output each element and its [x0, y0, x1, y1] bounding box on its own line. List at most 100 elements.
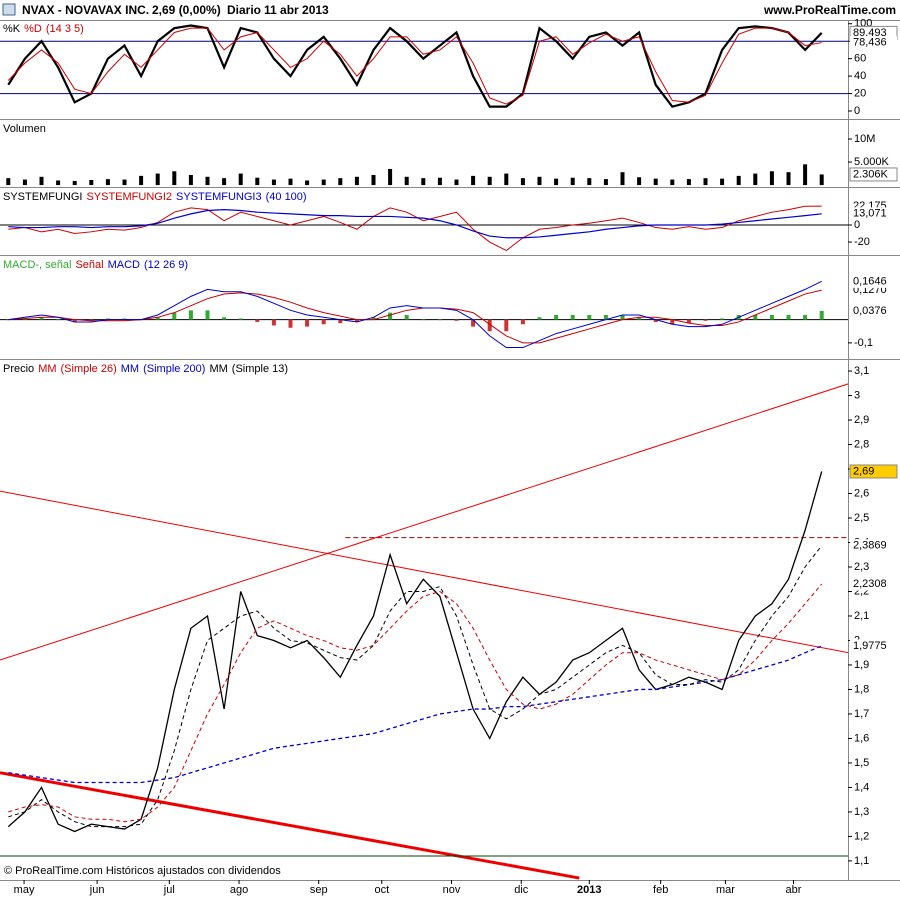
bar [471, 319, 476, 327]
logo-icon [2, 3, 16, 16]
y-tick-label: 1,1 [854, 855, 869, 867]
series-line [7, 27, 822, 105]
series-line [7, 471, 823, 833]
bar [56, 180, 61, 186]
bar [620, 314, 625, 320]
bar [753, 314, 758, 320]
trend-line [0, 383, 848, 661]
legend: MACD-, señal Señal MACD (12 26 9) [3, 259, 188, 271]
value-label: 1,9775 [853, 640, 887, 652]
series-line [8, 209, 822, 239]
bar [321, 179, 326, 186]
bar [388, 168, 393, 186]
bar [188, 174, 193, 186]
header-date: 11 abr 2013 [264, 3, 329, 17]
bar [72, 319, 77, 322]
bar [404, 314, 409, 320]
y-tick-label: 0 [854, 219, 860, 231]
bar [786, 172, 791, 186]
bar [753, 173, 758, 186]
bar [238, 318, 243, 320]
x-tick-label: dic [514, 884, 529, 896]
plot-area [0, 24, 848, 108]
header-quote: 2,69 (0,00%) [152, 3, 221, 17]
bar [222, 317, 227, 320]
bar [188, 310, 193, 320]
legend-entry: MM [38, 363, 56, 375]
legend-entry: %D [24, 23, 42, 35]
bar [105, 318, 110, 320]
legend-entry: %K [3, 23, 21, 35]
y-tick-label: 3,1 [854, 365, 869, 377]
x-tick-label: mar [716, 884, 735, 896]
legend-entry: Señal [75, 259, 103, 271]
bar [603, 314, 608, 320]
bar [803, 164, 808, 186]
header-title: NVAX - NOVAVAX INC. [22, 3, 149, 17]
bar [338, 319, 343, 324]
y-tick-label: 1,2 [854, 830, 869, 842]
bar [354, 176, 359, 186]
bar [89, 319, 94, 321]
series-line [8, 205, 822, 252]
legend-entry: (40 100) [266, 191, 307, 203]
value-box [850, 639, 897, 653]
bar [338, 178, 343, 186]
y-tick-label: -20 [854, 236, 870, 248]
bar [271, 319, 276, 326]
x-tick-label: abr [786, 884, 802, 896]
x-tick-label: 2013 [577, 884, 601, 896]
bar [504, 173, 509, 186]
bar [537, 317, 542, 320]
value-box [849, 464, 898, 479]
bar [819, 310, 824, 320]
y-tick-label: -0,1 [854, 337, 873, 349]
bar [720, 318, 725, 320]
value-box [850, 207, 897, 221]
bar [305, 180, 310, 186]
bar [388, 312, 393, 320]
bar [554, 178, 559, 186]
legend-entry: Precio [3, 363, 34, 375]
y-tick-label: 1,5 [854, 757, 869, 769]
bar [769, 171, 774, 186]
header-period: Diario [227, 3, 261, 17]
bar [570, 177, 575, 186]
value-box [850, 274, 897, 288]
bar [471, 175, 476, 186]
bar [421, 319, 426, 321]
x-tick-label: may [14, 884, 35, 896]
bar [404, 176, 409, 186]
legend-entry: (Simple 13) [232, 363, 288, 375]
y-tick-label: 5.000K [854, 156, 890, 168]
series-line [8, 545, 823, 828]
y-tick-label: 2,9 [854, 414, 869, 426]
trend-line [0, 771, 580, 880]
legend-entry: (12 26 9) [144, 259, 188, 271]
bar [603, 179, 608, 186]
y-tick-label: 1,8 [854, 683, 869, 695]
y-tick-label: 20 [854, 87, 866, 99]
bar [22, 179, 27, 186]
plot-area [0, 205, 848, 252]
bar [288, 319, 293, 328]
bar [255, 177, 260, 186]
bar [769, 314, 774, 320]
legend-entry: MACD [108, 259, 140, 271]
bar [720, 178, 725, 186]
bar [570, 314, 575, 320]
value-label: 0,0376 [853, 305, 887, 317]
bar [255, 319, 260, 322]
bar [637, 317, 642, 320]
bar [520, 178, 525, 186]
legend-entry: SYSTEMFUNGI [3, 191, 82, 203]
bar [703, 178, 708, 186]
bar [39, 176, 44, 186]
legend-entry: MACD-, señal [3, 259, 71, 271]
y-tick-label: 0 [854, 105, 860, 117]
legend-entry: (Simple 200) [143, 363, 205, 375]
legend-entry: MM [209, 363, 227, 375]
bar [371, 174, 376, 186]
